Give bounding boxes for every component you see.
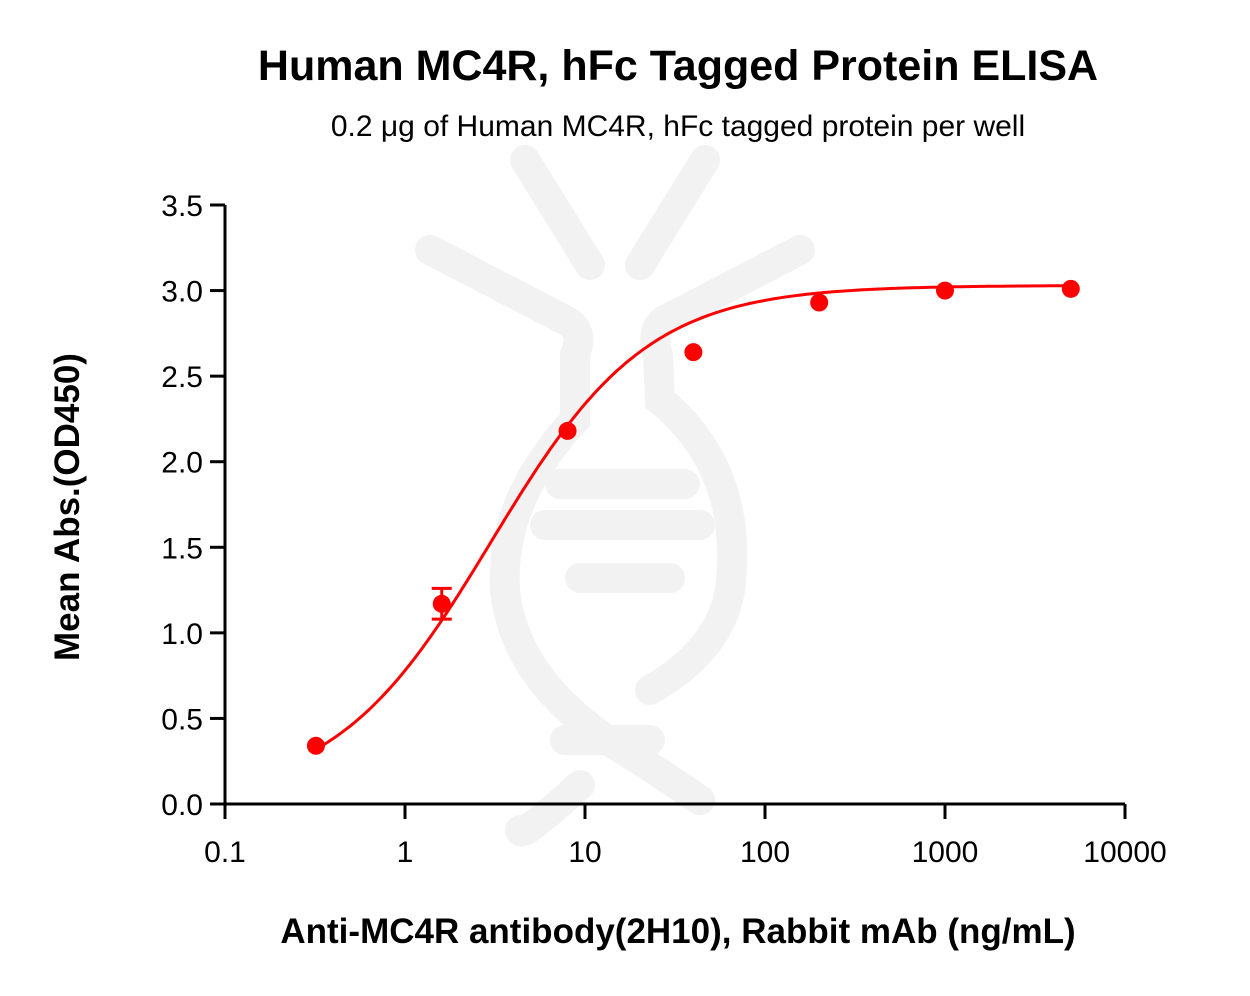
chart-title: Human MC4R, hFc Tagged Protein ELISA xyxy=(257,42,1099,90)
x-tick-label: 10000 xyxy=(1083,836,1166,869)
y-tick-label: 0.5 xyxy=(161,703,203,736)
data-point xyxy=(936,281,954,300)
y-tick-label: 3.0 xyxy=(161,276,203,309)
y-tick-label: 3.5 xyxy=(161,190,203,223)
y-tick-label: 1.5 xyxy=(161,532,203,565)
data-point xyxy=(432,594,451,613)
data-points xyxy=(306,279,1080,755)
chart-subtitle: 0.2 μg of Human MC4R, hFc tagged protein… xyxy=(330,110,1026,143)
x-tick-label: 0.1 xyxy=(204,836,246,869)
data-point xyxy=(684,343,703,362)
x-tick-label: 1 xyxy=(397,836,414,869)
y-tick-label: 2.0 xyxy=(161,447,203,480)
x-tick-label: 1000 xyxy=(912,836,979,869)
data-point xyxy=(810,293,829,312)
axes: 0.0 0.5 1.0 1.5 2.0 2.5 3.0 3.5 0.1 1 10 100 1000 100… xyxy=(161,190,1166,869)
x-tick-label: 100 xyxy=(740,836,790,869)
x-tick-label: 10 xyxy=(568,836,601,869)
y-tick-label: 1.0 xyxy=(161,618,203,651)
data-point xyxy=(1061,279,1080,298)
y-tick-label: 0.0 xyxy=(161,789,203,822)
y-tick-label: 2.5 xyxy=(161,361,203,394)
data-point xyxy=(306,736,325,755)
dna-watermark-icon xyxy=(415,145,815,847)
x-axis-label: Anti-MC4R antibody(2H10), Rabbit mAb (ng… xyxy=(280,912,1076,951)
data-point xyxy=(558,421,577,440)
